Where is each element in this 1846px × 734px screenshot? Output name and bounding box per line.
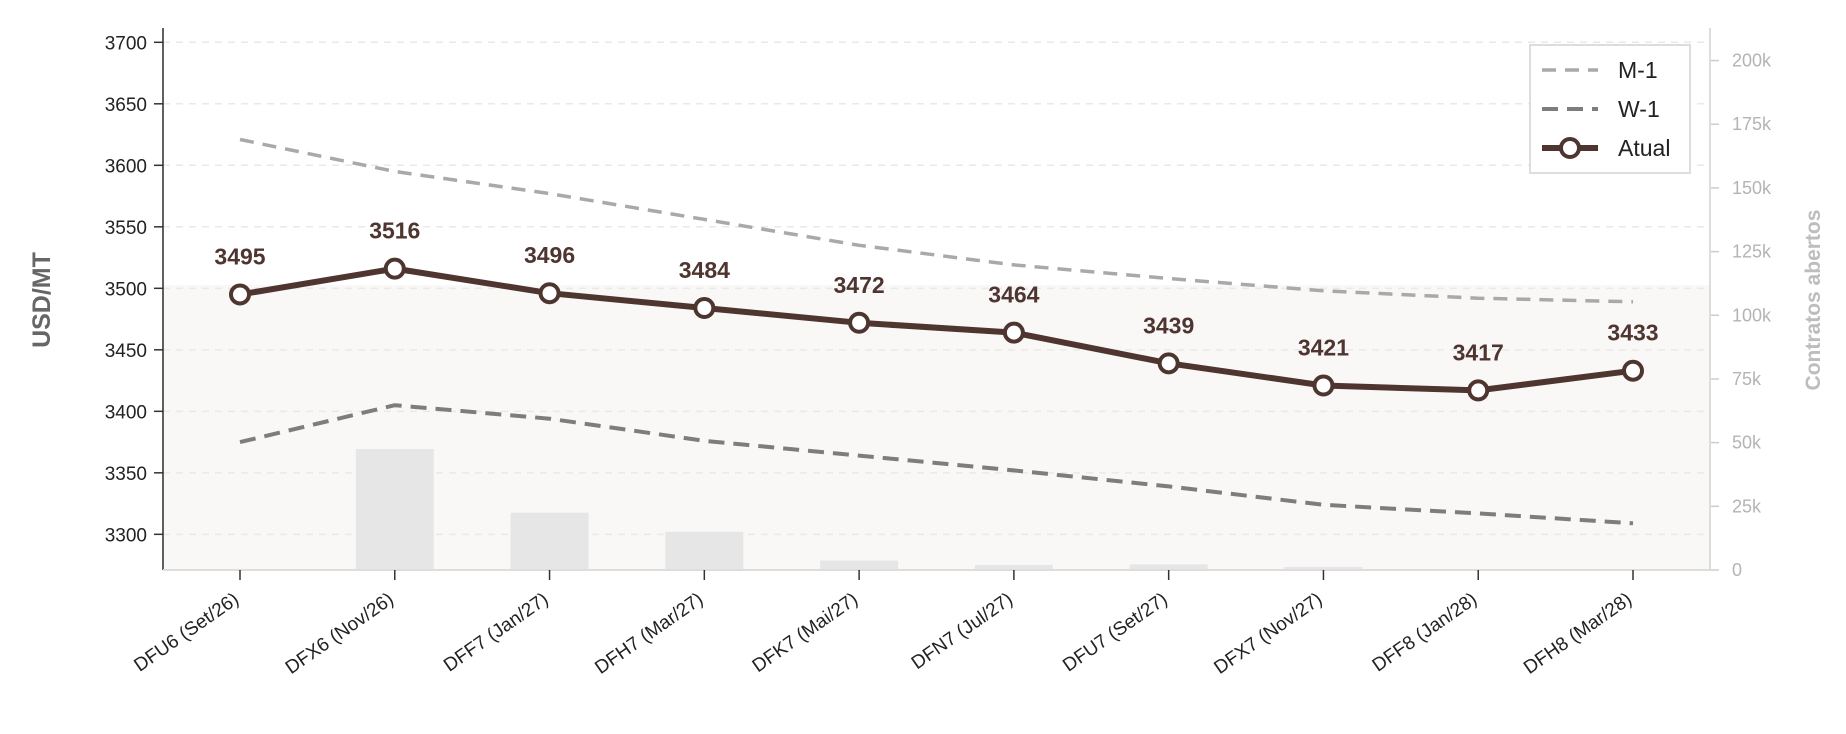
data-point [229, 283, 251, 306]
x-tick-label: DFH7 (Mar/27) [591, 589, 707, 679]
y-tick-label: 3350 [105, 464, 147, 485]
series-lines [229, 137, 1644, 526]
data-point [538, 282, 561, 305]
open-interest-bar [820, 560, 899, 570]
y2-tick-label: 25k [1732, 496, 1762, 516]
open-interest-bar [974, 564, 1053, 570]
y2-tick-label: 50k [1732, 433, 1762, 453]
data-point [383, 257, 406, 280]
data-point [693, 296, 716, 319]
open-interest-bar [665, 531, 744, 570]
y-tick-label: 3450 [105, 341, 147, 362]
x-tick-label: DFF8 (Jan/28) [1369, 589, 1481, 676]
data-label: 3433 [1607, 320, 1658, 346]
gridlines [163, 41, 1710, 536]
data-label: 3464 [988, 282, 1039, 308]
data-label: 3495 [214, 243, 265, 269]
data-point [1157, 352, 1180, 375]
open-interest-bar [510, 512, 589, 570]
x-tick-label: DFF7 (Jan/27) [440, 589, 552, 676]
data-point [1002, 321, 1025, 344]
series-line-atual [239, 265, 1634, 394]
x-tick-label: DFN7 (Jul/27) [908, 589, 1017, 674]
data-label: 3472 [834, 272, 885, 298]
y-tick-label: 3650 [105, 95, 147, 116]
data-label: 3439 [1143, 312, 1194, 338]
y-tick-label: 3600 [105, 156, 147, 177]
y2-tick-label: 75k [1732, 369, 1762, 389]
open-interest-bar [1129, 564, 1208, 570]
data-label: 3417 [1453, 339, 1504, 365]
x-tick-label: DFX7 (Nov/27) [1210, 589, 1326, 679]
x-tick-label: DFX6 (Nov/26) [282, 589, 398, 679]
series-line-w-1 [239, 403, 1634, 526]
y2-tick-label: 125k [1732, 242, 1772, 262]
data-labels: 3495 3516 3496 3484 3472 3464 3439 3421 3417 3433 [214, 218, 1658, 366]
legend-label: W-1 [1618, 96, 1660, 122]
y-tick-label: 3300 [105, 525, 147, 546]
legend-label: Atual [1618, 135, 1670, 161]
y-tick-label: 3550 [105, 218, 147, 239]
open-interest-bar [355, 449, 434, 570]
y2-tick-label: 200k [1732, 51, 1772, 71]
x-tick-label: DFH8 (Mar/28) [1520, 589, 1636, 679]
open-interest-bars [355, 449, 1363, 570]
x-tick-label: DFK7 (Mai/27) [749, 589, 862, 677]
data-point [1467, 379, 1490, 402]
x-tick-label: DFU6 (Set/26) [130, 589, 242, 676]
data-point [848, 311, 871, 334]
data-label: 3421 [1298, 334, 1349, 360]
y-tick-label: 3700 [105, 33, 147, 54]
y2-tick-label: 0 [1732, 560, 1742, 580]
open-interest-bar [1284, 566, 1363, 570]
series-line-m-1 [239, 137, 1634, 304]
y-tick-label: 3400 [105, 402, 147, 423]
y-tick-label: 3500 [105, 279, 147, 300]
data-label: 3496 [524, 242, 575, 268]
legend: M-1 W-1 Atual [1529, 44, 1691, 174]
x-tick-label: DFU7 (Set/27) [1059, 589, 1171, 676]
legend-label: M-1 [1618, 57, 1658, 83]
data-label: 3484 [679, 257, 730, 283]
data-point [1622, 359, 1644, 382]
data-point [1312, 374, 1335, 397]
y2-tick-label: 175k [1732, 114, 1772, 134]
y2-axis-title: Contratos abertos [1802, 210, 1825, 391]
y2-tick-label: 100k [1732, 305, 1772, 325]
data-label: 3516 [369, 218, 420, 244]
y2-tick-label: 150k [1732, 178, 1772, 198]
legend-marker [1559, 137, 1581, 159]
y-axis-title: USD/MT [28, 252, 56, 348]
